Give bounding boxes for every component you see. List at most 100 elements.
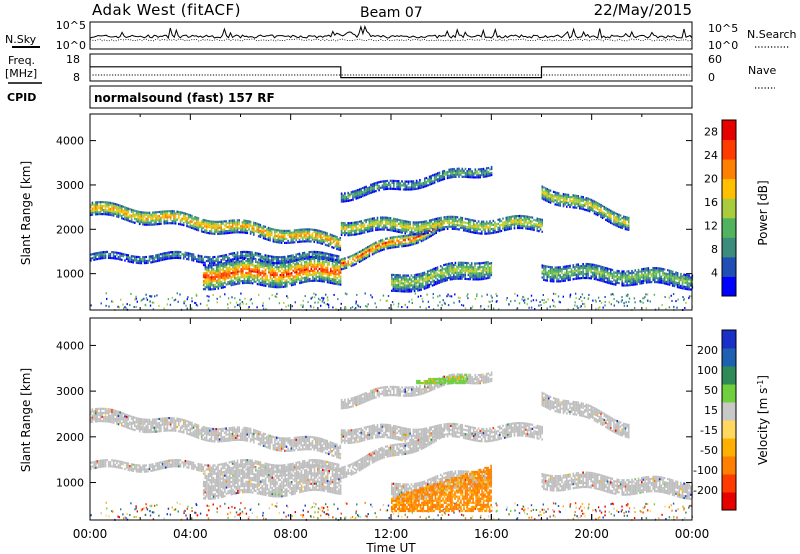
power-cell — [334, 254, 337, 257]
power-cell — [279, 262, 282, 265]
power-cell — [94, 201, 97, 204]
power-cell — [116, 213, 118, 216]
power-cell — [248, 265, 251, 269]
power-cell — [251, 258, 254, 261]
power-cell — [107, 252, 110, 255]
power-cell — [246, 231, 249, 235]
power-cell — [370, 191, 372, 194]
power-cell — [603, 270, 606, 273]
power-cell — [601, 274, 604, 277]
power-cell — [402, 243, 405, 246]
power-cell — [414, 181, 416, 185]
power-cell — [282, 259, 284, 263]
power-cell — [397, 280, 400, 283]
power-cell — [274, 278, 277, 281]
power-cell — [531, 224, 534, 227]
power-cell — [347, 195, 349, 198]
power-cell — [112, 212, 115, 215]
power-cell — [308, 236, 311, 239]
power-cell — [458, 175, 460, 178]
power-cell — [284, 233, 286, 236]
power-cell — [414, 223, 416, 226]
power-cell — [186, 253, 188, 257]
power-cell — [282, 229, 284, 232]
power-cell — [572, 270, 575, 273]
power-cell — [127, 211, 130, 214]
power-cell — [409, 225, 411, 228]
power-cell — [191, 214, 193, 217]
power-cell — [440, 220, 442, 223]
power-cell — [420, 284, 422, 287]
power-cell — [391, 219, 393, 222]
power-cell — [248, 267, 251, 271]
power-cell — [376, 246, 379, 249]
power-cell — [544, 267, 547, 270]
power-cell — [122, 209, 125, 212]
power-cell — [483, 273, 486, 276]
power-cell — [281, 277, 283, 281]
power-cell — [539, 218, 542, 221]
power-cell — [315, 255, 317, 258]
power-cell — [331, 259, 333, 262]
power-cell — [610, 272, 612, 275]
power-cell — [125, 210, 128, 214]
power-cell — [399, 288, 401, 291]
power-cell — [363, 257, 366, 261]
power-cell — [320, 268, 322, 271]
power-cell — [624, 218, 627, 221]
power-cell — [572, 206, 575, 209]
power-cell — [305, 268, 308, 271]
power-cell — [476, 170, 478, 173]
power-cell — [284, 275, 286, 278]
power-cell — [294, 263, 296, 266]
power-cell — [580, 195, 583, 198]
power-cell — [397, 278, 400, 281]
power-cell — [600, 273, 602, 276]
power-cell — [209, 278, 211, 281]
power-cell — [574, 267, 576, 271]
power-cell — [383, 248, 385, 251]
power-cell — [340, 200, 343, 203]
power-cell — [233, 221, 236, 224]
power-cell — [441, 278, 444, 281]
power-cell — [366, 254, 369, 257]
power-cell — [305, 256, 308, 259]
power-cell — [169, 216, 172, 219]
power-cell — [363, 251, 366, 255]
power-cell — [274, 234, 276, 237]
power-cell — [365, 252, 367, 256]
power-cell — [119, 256, 121, 259]
power-cell — [317, 269, 319, 272]
power-cell — [261, 226, 263, 229]
power-cell — [443, 171, 446, 175]
power-cell — [213, 255, 216, 259]
power-cell — [592, 273, 594, 276]
power-cell — [588, 263, 591, 266]
power-cell — [220, 261, 222, 264]
power-cell — [103, 257, 105, 260]
power-cell — [174, 254, 177, 257]
power-cell — [433, 222, 436, 225]
power-cell — [207, 282, 210, 285]
power-cell — [422, 232, 424, 235]
power-cell — [378, 189, 380, 192]
power-cell — [366, 256, 369, 259]
power-cell — [446, 273, 448, 276]
power-cell — [313, 255, 316, 258]
power-cell — [360, 189, 362, 192]
power-cell — [483, 263, 486, 266]
power-cell — [345, 266, 348, 269]
power-cell — [440, 229, 442, 232]
power-cell — [280, 239, 283, 242]
power-cell — [445, 171, 447, 174]
power-cell — [277, 262, 280, 265]
noise-search-line — [89, 38, 693, 42]
power-cell — [484, 171, 486, 174]
power-cell — [215, 269, 218, 272]
power-cell — [621, 226, 623, 230]
power-cell — [251, 270, 254, 273]
power-cell — [606, 279, 609, 282]
power-cell — [303, 257, 306, 260]
power-cell — [243, 263, 246, 267]
power-cell — [238, 257, 240, 260]
